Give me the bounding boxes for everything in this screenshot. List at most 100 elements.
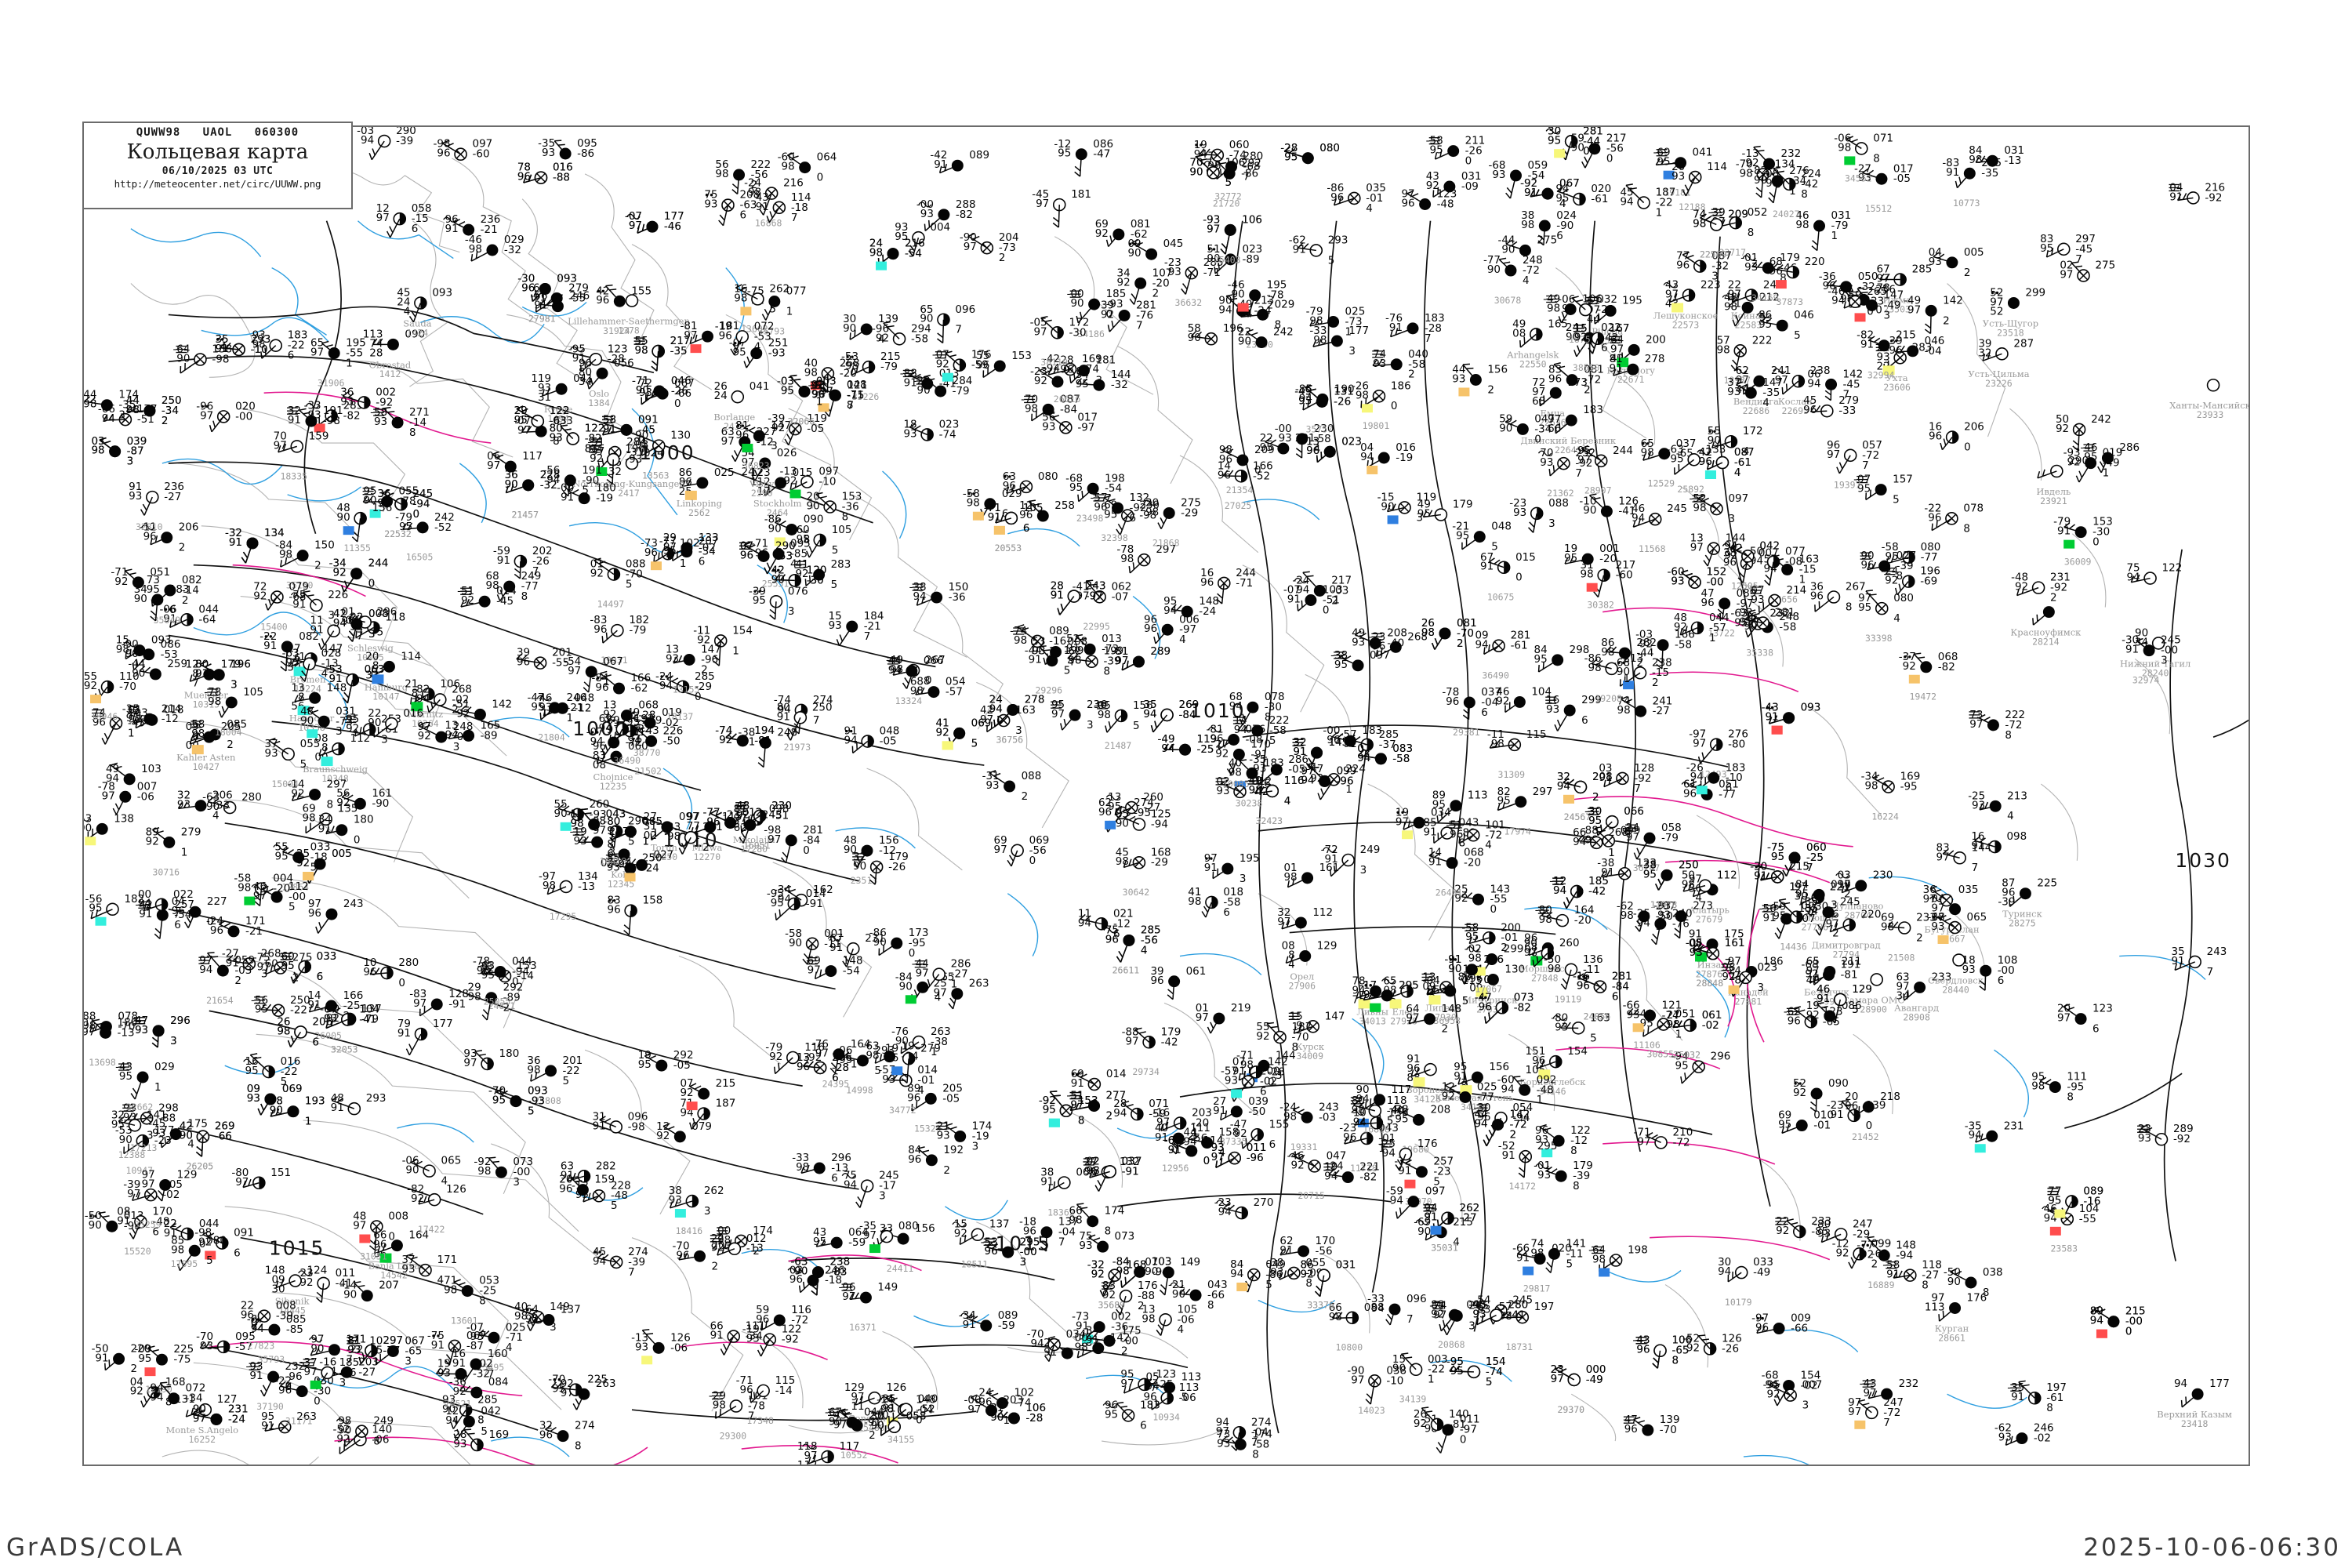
- observation-tendency: -28: [608, 353, 625, 365]
- station-plot[interactable]: 20833114Hamburg10147: [365, 650, 421, 702]
- map-frame[interactable]: 1000100510101010101510151030 968034056Os…: [82, 125, 2250, 1466]
- observation-plot[interactable]: -5390138: [84, 812, 134, 846]
- station-plot[interactable]: 2187106Marnitz10264: [405, 677, 460, 729]
- wind-barb-feather: [623, 924, 630, 931]
- station-wmo-id: 1424: [407, 327, 429, 338]
- map-canvas[interactable]: 1000100510101010101510151030 968034056Os…: [84, 127, 2249, 1465]
- station-plot[interactable]: 439743223Лешуконское22573: [1653, 279, 1721, 331]
- observation-dewpoint: 94: [1218, 304, 1232, 317]
- station-plot[interactable]: 868625025Linkoping2562: [677, 466, 735, 518]
